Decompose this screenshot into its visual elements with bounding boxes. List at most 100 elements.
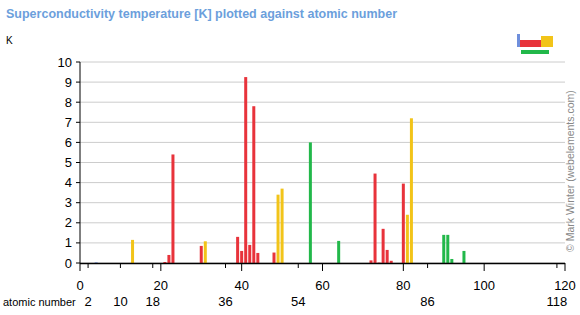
bar — [446, 235, 449, 263]
bar — [374, 174, 377, 263]
grid-line — [80, 182, 565, 183]
x-tick — [403, 263, 404, 271]
chart: Superconductivity temperature [K] plotte… — [0, 0, 580, 315]
bar — [248, 245, 251, 263]
y-tick — [76, 242, 80, 243]
bar — [204, 241, 207, 263]
bar — [236, 237, 239, 263]
noble-gas-label: 36 — [218, 294, 232, 309]
x-tick-label: 0 — [76, 278, 83, 293]
grid-line — [80, 62, 565, 63]
icon-p — [541, 36, 553, 47]
noble-gas-tick — [88, 263, 89, 268]
x-tick — [322, 263, 323, 271]
bar — [386, 250, 389, 263]
noble-gas-tick — [152, 263, 153, 268]
noble-gas-tick — [298, 263, 299, 268]
bar — [256, 253, 259, 263]
y-tick-label: 7 — [65, 115, 72, 130]
noble-gas-tick — [556, 263, 557, 268]
title: Superconductivity temperature [K] plotte… — [6, 7, 397, 21]
bar — [450, 259, 453, 263]
y-axis — [80, 62, 81, 263]
bar — [273, 253, 276, 263]
y-tick — [76, 62, 80, 63]
noble-gas-label: 86 — [420, 294, 434, 309]
noble-gas-tick — [427, 263, 428, 268]
grid-line — [80, 82, 565, 83]
x-tick-label: 40 — [234, 278, 248, 293]
y-tick-label: 5 — [65, 155, 72, 170]
y-label: K — [6, 35, 13, 46]
y-tick-label: 10 — [58, 55, 72, 70]
x-tick — [565, 263, 566, 271]
y-tick-label: 4 — [65, 175, 72, 190]
noble-gas-label: 54 — [291, 294, 305, 309]
y-tick — [76, 222, 80, 223]
x-tick — [160, 263, 161, 271]
x-tick-label: 60 — [315, 278, 329, 293]
bar — [200, 246, 203, 263]
y-tick — [76, 263, 80, 264]
bar — [277, 195, 280, 263]
grid-line — [80, 242, 565, 243]
y-tick — [76, 162, 80, 163]
credit: © Mark Winter (webelements.com) — [564, 90, 576, 252]
y-tick-label: 8 — [65, 95, 72, 110]
y-tick — [76, 82, 80, 83]
y-tick-label: 9 — [65, 75, 72, 90]
x-tick-label: 20 — [154, 278, 168, 293]
noble-gas-label: 118 — [547, 294, 568, 309]
bar — [167, 255, 170, 263]
grid-line — [80, 122, 565, 123]
bar — [402, 184, 405, 263]
icon-d — [520, 40, 541, 47]
grid-line — [80, 162, 565, 163]
grid-line — [80, 102, 565, 103]
icon-s — [517, 34, 520, 47]
y-tick — [76, 122, 80, 123]
bar — [281, 189, 284, 263]
y-tick — [76, 202, 80, 203]
y-tick-label: 0 — [65, 256, 72, 271]
x-tick-label: 120 — [554, 278, 576, 293]
noble-gas-tick — [120, 263, 121, 268]
y-tick-label: 6 — [65, 135, 72, 150]
noble-gas-label: 10 — [113, 294, 127, 309]
grid-line — [80, 202, 565, 203]
y-tick-label: 3 — [65, 195, 72, 210]
y-tick-label: 2 — [65, 215, 72, 230]
bar — [442, 235, 445, 263]
bar — [406, 215, 409, 263]
x-tick — [80, 263, 81, 271]
bar — [252, 106, 255, 263]
grid-line — [80, 142, 565, 143]
bar — [337, 241, 340, 263]
y-tick — [76, 142, 80, 143]
x-label: atomic number — [3, 296, 76, 308]
bar — [240, 251, 243, 263]
noble-gas-label: 18 — [146, 294, 160, 309]
bar — [244, 77, 247, 263]
bar — [370, 260, 373, 263]
y-tick — [76, 102, 80, 103]
noble-gas-label: 2 — [84, 294, 91, 309]
x-tick — [484, 263, 485, 271]
noble-gas-tick — [225, 263, 226, 268]
y-tick — [76, 182, 80, 183]
bar — [131, 240, 134, 263]
bar — [390, 261, 393, 263]
bar — [462, 251, 465, 263]
x-tick-label: 80 — [396, 278, 410, 293]
bars — [95, 77, 466, 263]
y-tick-label: 1 — [65, 235, 72, 250]
bar — [309, 142, 312, 263]
icon-f — [521, 50, 549, 54]
bar — [382, 229, 385, 263]
bar — [410, 118, 413, 263]
block-icon — [517, 34, 553, 54]
bar — [171, 154, 174, 263]
x-tick-label: 100 — [473, 278, 495, 293]
grid-line — [80, 222, 565, 223]
x-tick — [241, 263, 242, 271]
